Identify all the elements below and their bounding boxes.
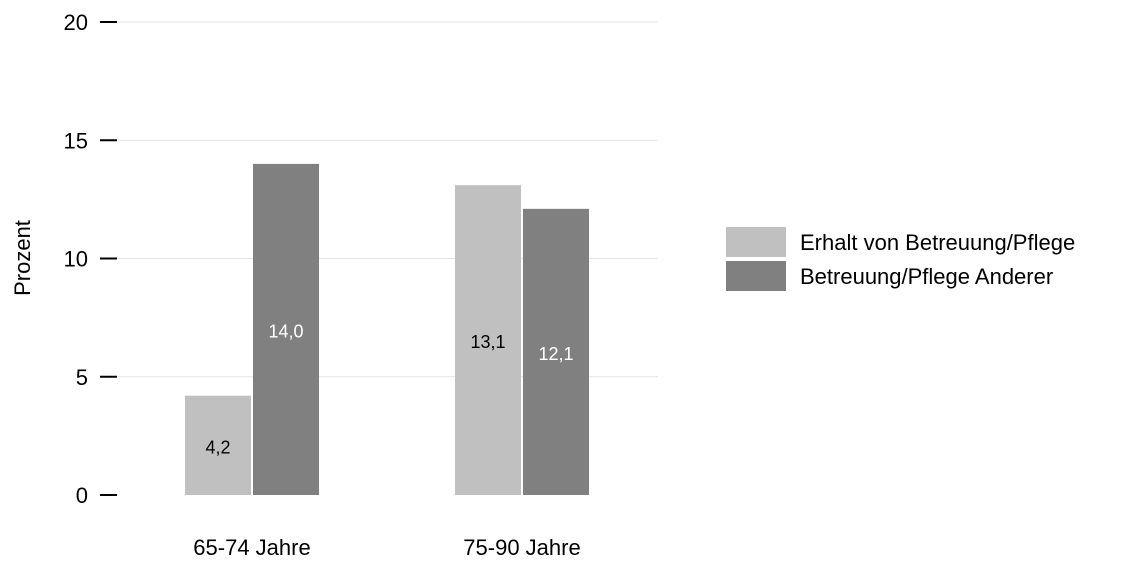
y-tick-label: 20 (64, 10, 88, 35)
y-tick-label: 0 (76, 483, 88, 508)
legend-label: Betreuung/Pflege Anderer (800, 264, 1053, 289)
legend-swatch (726, 227, 786, 257)
legend-swatch (726, 261, 786, 291)
legend: Erhalt von Betreuung/Pflege Betreuung/Pfl… (726, 227, 1075, 291)
bar-value-label: 12,1 (538, 344, 573, 364)
bar (523, 208, 589, 495)
x-axis-labels: 65-74 Jahre 75-90 Jahre (193, 535, 580, 560)
bar-value-label: 4,2 (205, 437, 230, 457)
x-category-label: 65-74 Jahre (193, 535, 310, 560)
bar (455, 185, 521, 495)
y-tick-label: 15 (64, 128, 88, 153)
y-axis: 0 5 10 15 20 (64, 10, 117, 508)
y-tick-label: 10 (64, 247, 88, 272)
y-tick-label: 5 (76, 365, 88, 390)
legend-label: Erhalt von Betreuung/Pflege (800, 230, 1075, 255)
bars: 4,2 14,0 13,1 12,1 (185, 163, 589, 495)
bar (185, 395, 251, 495)
bar-value-label: 13,1 (470, 332, 505, 352)
x-category-label: 75-90 Jahre (463, 535, 580, 560)
bar (253, 163, 319, 495)
y-axis-title: Prozent (10, 220, 35, 296)
bar-value-label: 14,0 (268, 321, 303, 341)
